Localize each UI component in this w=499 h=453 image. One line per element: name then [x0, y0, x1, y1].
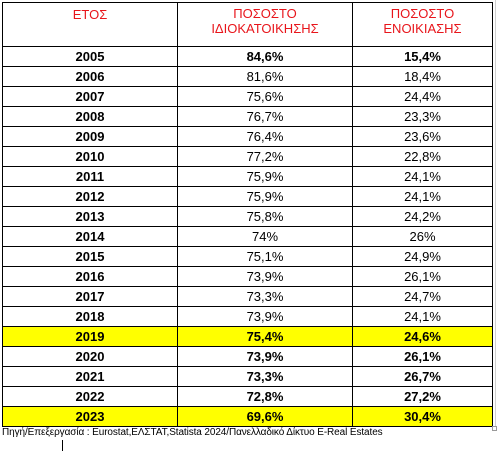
year-cell: 2006: [2, 66, 178, 87]
header-ownership-line2: ΙΔΙΟΚΑΤΟΙΚΗΣΗΣ: [211, 21, 319, 36]
ownership-cell: 75,6%: [177, 86, 353, 107]
ownership-cell: 84,6%: [177, 46, 353, 67]
year-cell: 2020: [2, 346, 178, 367]
year-cell: 2008: [2, 106, 178, 127]
ownership-cell: 72,8%: [177, 386, 353, 407]
year-cell: 2017: [2, 286, 178, 307]
year-cell: 2022: [2, 386, 178, 407]
rental-cell: 26,1%: [352, 266, 493, 287]
header-ownership-line1: ΠΟΣΟΣΤΟ: [233, 6, 297, 21]
rental-cell: 24,9%: [352, 246, 493, 267]
ownership-cell: 75,4%: [177, 326, 353, 347]
rental-cell: 22,8%: [352, 146, 493, 167]
table-row: 2023 69,6% 30,4%: [2, 406, 493, 427]
rental-cell: 18,4%: [352, 66, 493, 87]
table-row: 2017 73,3% 24,7%: [2, 286, 493, 307]
rental-cell: 24,1%: [352, 166, 493, 187]
year-cell: 2014: [2, 226, 178, 247]
ownership-cell: 73,3%: [177, 366, 353, 387]
year-cell: 2021: [2, 366, 178, 387]
table-row: 2011 75,9% 24,1%: [2, 166, 493, 187]
table-row: 2005 84,6% 15,4%: [2, 46, 493, 67]
year-cell: 2005: [2, 46, 178, 67]
rental-cell: 26,7%: [352, 366, 493, 387]
year-cell: 2018: [2, 306, 178, 327]
rental-cell: 30,4%: [352, 406, 493, 427]
text-cursor: [62, 440, 63, 451]
ownership-cell: 73,3%: [177, 286, 353, 307]
year-cell: 2015: [2, 246, 178, 267]
year-cell: 2009: [2, 126, 178, 147]
year-cell: 2011: [2, 166, 178, 187]
resize-handle[interactable]: [492, 426, 497, 431]
ownership-cell: 76,4%: [177, 126, 353, 147]
table-row: 2010 77,2% 22,8%: [2, 146, 493, 167]
ownership-cell: 69,6%: [177, 406, 353, 427]
header-rental: ΠΟΣΟΣΤΟ ΕΝΟΙΚΙΑΣΗΣ: [352, 2, 493, 47]
table-row: 2020 73,9% 26,1%: [2, 346, 493, 367]
ownership-cell: 81,6%: [177, 66, 353, 87]
rental-cell: 24,6%: [352, 326, 493, 347]
table-body: 2005 84,6% 15,4% 2006 81,6% 18,4% 2007 75,6% 24,…: [2, 46, 493, 427]
header-year: ΕΤΟΣ: [2, 2, 178, 47]
table-row: 2006 81,6% 18,4%: [2, 66, 493, 87]
table-edge-line: [495, 0, 496, 426]
year-cell: 2013: [2, 206, 178, 227]
rental-cell: 27,2%: [352, 386, 493, 407]
ownership-cell: 73,9%: [177, 306, 353, 327]
table-header: ΕΤΟΣ ΠΟΣΟΣΤΟ ΙΔΙΟΚΑΤΟΙΚΗΣΗΣ ΠΟΣΟΣΤΟ ΕΝΟΙ…: [2, 2, 493, 47]
table-row: 2012 75,9% 24,1%: [2, 186, 493, 207]
rental-cell: 26,1%: [352, 346, 493, 367]
ownership-rental-table: ΕΤΟΣ ΠΟΣΟΣΤΟ ΙΔΙΟΚΑΤΟΙΚΗΣΗΣ ΠΟΣΟΣΤΟ ΕΝΟΙ…: [2, 2, 493, 427]
ownership-cell: 77,2%: [177, 146, 353, 167]
rental-cell: 24,1%: [352, 306, 493, 327]
rental-cell: 23,3%: [352, 106, 493, 127]
ownership-cell: 73,9%: [177, 266, 353, 287]
rental-cell: 24,2%: [352, 206, 493, 227]
table-row: 2009 76,4% 23,6%: [2, 126, 493, 147]
rental-cell: 24,4%: [352, 86, 493, 107]
header-year-label: ΕΤΟΣ: [72, 7, 108, 22]
table-row: 2019 75,4% 24,6%: [2, 326, 493, 347]
ownership-cell: 75,8%: [177, 206, 353, 227]
table-row: 2007 75,6% 24,4%: [2, 86, 493, 107]
rental-cell: 23,6%: [352, 126, 493, 147]
ownership-cell: 76,7%: [177, 106, 353, 127]
header-rental-line1: ΠΟΣΟΣΤΟ: [390, 6, 455, 21]
year-cell: 2007: [2, 86, 178, 107]
year-cell: 2019: [2, 326, 178, 347]
ownership-cell: 73,9%: [177, 346, 353, 367]
year-cell: 2012: [2, 186, 178, 207]
table-row: 2015 75,1% 24,9%: [2, 246, 493, 267]
ownership-cell: 75,9%: [177, 186, 353, 207]
rental-cell: 24,1%: [352, 186, 493, 207]
rental-cell: 26%: [352, 226, 493, 247]
table-row: 2008 76,7% 23,3%: [2, 106, 493, 127]
rental-cell: 24,7%: [352, 286, 493, 307]
header-rental-line2: ΕΝΟΙΚΙΑΣΗΣ: [383, 21, 462, 36]
year-cell: 2016: [2, 266, 178, 287]
year-cell: 2023: [2, 406, 178, 427]
table-row: 2013 75,8% 24,2%: [2, 206, 493, 227]
table-row: 2014 74% 26%: [2, 226, 493, 247]
table-row: 2022 72,8% 27,2%: [2, 386, 493, 407]
ownership-cell: 75,1%: [177, 246, 353, 267]
table-row: 2021 73,3% 26,7%: [2, 366, 493, 387]
ownership-cell: 75,9%: [177, 166, 353, 187]
year-cell: 2010: [2, 146, 178, 167]
header-ownership: ΠΟΣΟΣΤΟ ΙΔΙΟΚΑΤΟΙΚΗΣΗΣ: [177, 2, 353, 47]
table-row: 2018 73,9% 24,1%: [2, 306, 493, 327]
rental-cell: 15,4%: [352, 46, 493, 67]
source-note: Πηγή/Επεξεργασία : Eurostat,ΕΛΣΤΑΤ,Stati…: [2, 427, 383, 438]
table-row: 2016 73,9% 26,1%: [2, 266, 493, 287]
ownership-cell: 74%: [177, 226, 353, 247]
